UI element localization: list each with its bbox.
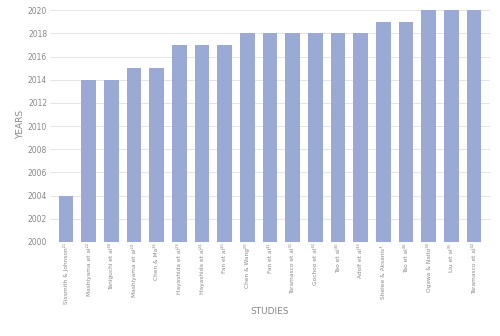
Bar <box>262 33 278 242</box>
Bar <box>330 33 345 242</box>
Bar <box>149 68 164 242</box>
Bar <box>376 22 391 242</box>
Bar <box>58 196 73 242</box>
Bar <box>467 10 481 242</box>
Bar <box>104 80 118 242</box>
Bar <box>81 80 96 242</box>
Bar <box>126 68 142 242</box>
Bar <box>286 33 300 242</box>
Bar <box>398 22 413 242</box>
Bar <box>194 45 210 242</box>
Bar <box>308 33 322 242</box>
Bar <box>422 10 436 242</box>
X-axis label: STUDIES: STUDIES <box>251 307 289 316</box>
Bar <box>172 45 186 242</box>
Bar <box>444 10 459 242</box>
Bar <box>354 33 368 242</box>
Bar <box>218 45 232 242</box>
Bar <box>240 33 254 242</box>
Y-axis label: YEARS: YEARS <box>16 110 25 139</box>
